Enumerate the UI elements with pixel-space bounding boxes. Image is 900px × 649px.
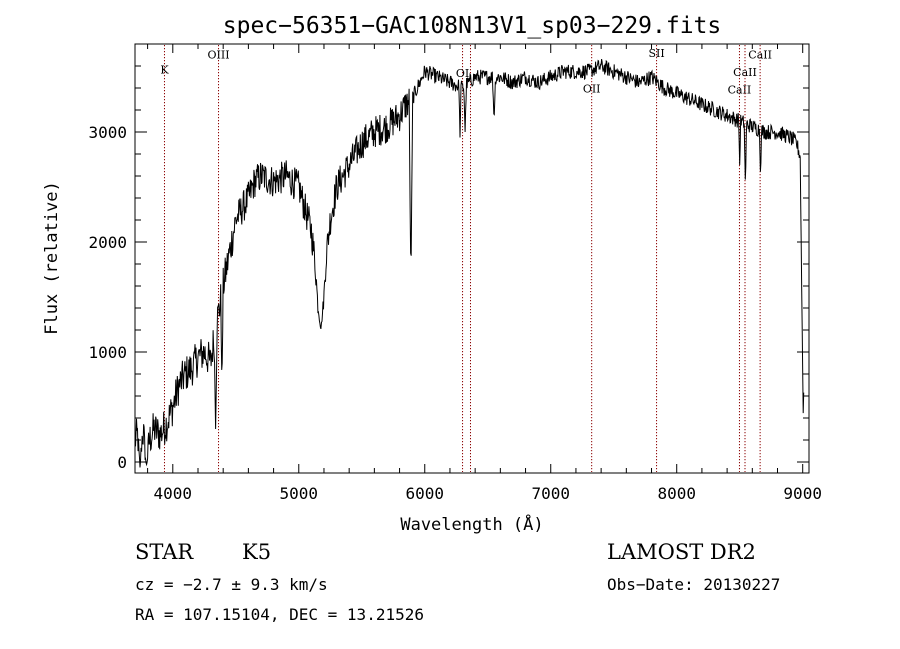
y-tick-label: 3000 bbox=[88, 123, 127, 142]
redshift-velocity: cz = −2.7 ± 9.3 km/s bbox=[135, 575, 328, 594]
x-axis-label: Wavelength (Å) bbox=[400, 513, 543, 535]
spectral-line-label: K bbox=[160, 64, 169, 77]
spectral-line-label: OII bbox=[583, 82, 601, 95]
x-tick-label: 6000 bbox=[405, 484, 444, 503]
chart-title: spec−56351−GAC108N13V1_sp03−229.fits bbox=[223, 13, 722, 39]
x-tick-label: 5000 bbox=[280, 484, 319, 503]
axis-ticks: 4000 5000 6000 7000 8000 9000 0 1000 2000 3000 bbox=[88, 44, 822, 503]
plot-frame bbox=[134, 43, 810, 474]
object-subclass: K5 bbox=[242, 540, 271, 564]
y-tick-label: 2000 bbox=[88, 233, 127, 252]
coordinates: RA = 107.15104, DEC = 13.21526 bbox=[135, 605, 424, 624]
observation-date: Obs−Date: 20130227 bbox=[607, 575, 780, 594]
spectral-line-label: CaII bbox=[748, 48, 772, 61]
spectral-line-label: SII bbox=[648, 47, 664, 60]
x-tick-label: 7000 bbox=[531, 484, 570, 503]
spectral-line-label: CaII bbox=[728, 84, 752, 97]
spectral-line-label: CaII bbox=[733, 66, 757, 79]
spectral-line-markers: K OIII OI OII SII CaII CaII CaII bbox=[160, 45, 772, 472]
y-tick-label: 0 bbox=[117, 453, 127, 472]
survey-name: LAMOST DR2 bbox=[607, 540, 756, 564]
x-tick-label: 4000 bbox=[154, 484, 193, 503]
y-axis-label: Flux (relative) bbox=[42, 181, 62, 335]
spectral-line-label: OIII bbox=[207, 48, 229, 61]
y-tick-label: 1000 bbox=[88, 343, 127, 362]
object-class: STAR bbox=[135, 540, 194, 564]
spectral-line-label: OI bbox=[456, 67, 469, 80]
x-tick-label: 9000 bbox=[783, 484, 822, 503]
spectrum-line bbox=[134, 59, 805, 468]
x-tick-label: 8000 bbox=[657, 484, 696, 503]
